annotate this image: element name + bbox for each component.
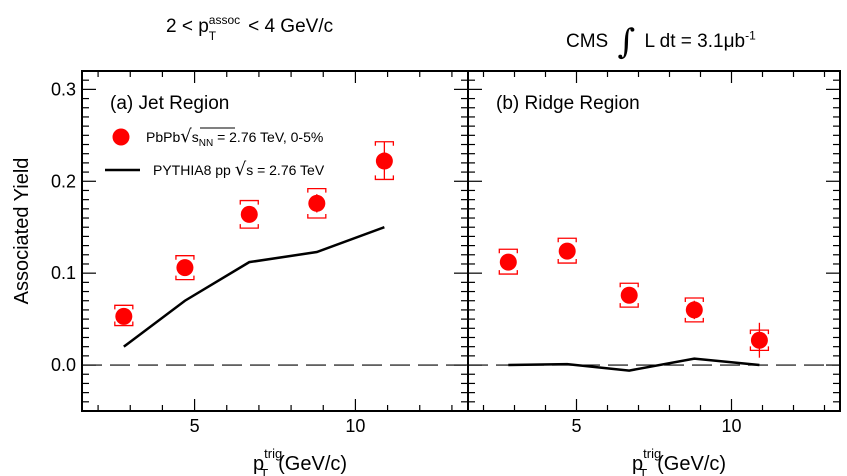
- ridge-syst-bracket-bottom: [557, 259, 577, 264]
- jet-data-point: [115, 307, 133, 325]
- legend-label-pbpb: PbPb√sNN = 2.76 TeV, 0-5%: [146, 126, 323, 149]
- jet-syst-bracket-top: [114, 304, 134, 310]
- jet-syst-bracket-bottom: [175, 275, 195, 281]
- ridge-syst-bracket-bottom: [498, 270, 518, 275]
- ridge-syst-bracket-bottom: [619, 303, 639, 308]
- jet-y-tick-label: 0.2: [51, 171, 76, 191]
- jet-y-tick-label: 0.0: [51, 355, 76, 375]
- jet-syst-bracket-top: [175, 255, 195, 260]
- header-pt-assoc-range: 2 < p assoc T < 4 GeV/c: [166, 13, 334, 43]
- ridge-syst-bracket-top: [684, 297, 704, 302]
- ridge-panel-frame: [467, 70, 841, 412]
- jet-syst-bracket-bottom: [239, 224, 259, 229]
- ridge-syst-bracket-top: [498, 248, 518, 254]
- jet-x-axis-label: ptrig T (GeV/c): [253, 446, 347, 476]
- jet-data-point: [176, 259, 194, 277]
- ridge-x-tick-label: 10: [721, 416, 741, 436]
- jet-pythia-line: [123, 226, 385, 348]
- ridge-data-point: [499, 253, 517, 271]
- jet-syst-bracket-top: [239, 199, 259, 205]
- legend-label-pythia: PYTHIA8 pp √s = 2.76 TeV: [153, 159, 325, 180]
- ridge-pythia-line: [508, 357, 760, 372]
- jet-x-tick-label: 5: [190, 416, 200, 436]
- jet-data-point: [240, 205, 258, 223]
- jet-y-axis-label: Associated Yield: [11, 158, 33, 305]
- jet-syst-bracket-bottom: [114, 321, 134, 327]
- ridge-panel-label: (b) Ridge Region: [496, 93, 640, 114]
- ridge-x-tick-label: 5: [571, 416, 581, 436]
- ridge-syst-bracket-top: [557, 237, 577, 243]
- experiment-label: CMS: [566, 31, 609, 52]
- legend-marker-pbpb: [112, 128, 130, 146]
- ridge-data-point: [750, 331, 768, 349]
- luminosity-label: L dt = 3.1μb: [644, 31, 746, 52]
- ridge-syst-bracket-bottom: [749, 346, 770, 352]
- ridge-data-point: [685, 301, 703, 319]
- integral-sign: ∫: [617, 22, 636, 62]
- header-cms-luminosity: CMS ∫ L dt = 3.1μb-1: [566, 22, 756, 62]
- jet-panel-label: (a) Jet Region: [110, 93, 229, 114]
- jet-y-tick-label: 0.3: [51, 79, 76, 99]
- jet-data-point: [308, 194, 326, 212]
- jet-syst-bracket-bottom: [374, 175, 395, 181]
- ridge-syst-bracket-bottom: [684, 317, 704, 323]
- ridge-data-point: [620, 286, 638, 304]
- jet-data-point: [375, 152, 393, 170]
- ridge-syst-bracket-top: [619, 282, 639, 288]
- jet-syst-bracket-bottom: [307, 214, 327, 219]
- jet-y-tick-label: 0.1: [51, 263, 76, 283]
- ridge-x-axis-label: ptrig T (GeV/c): [632, 446, 726, 476]
- jet-x-tick-label: 10: [345, 416, 365, 436]
- ridge-data-point: [558, 242, 576, 260]
- jet-syst-bracket-top: [374, 141, 395, 146]
- jet-syst-bracket-top: [307, 187, 327, 193]
- ridge-syst-bracket-top: [749, 329, 770, 335]
- jet-panel-frame: [81, 70, 469, 412]
